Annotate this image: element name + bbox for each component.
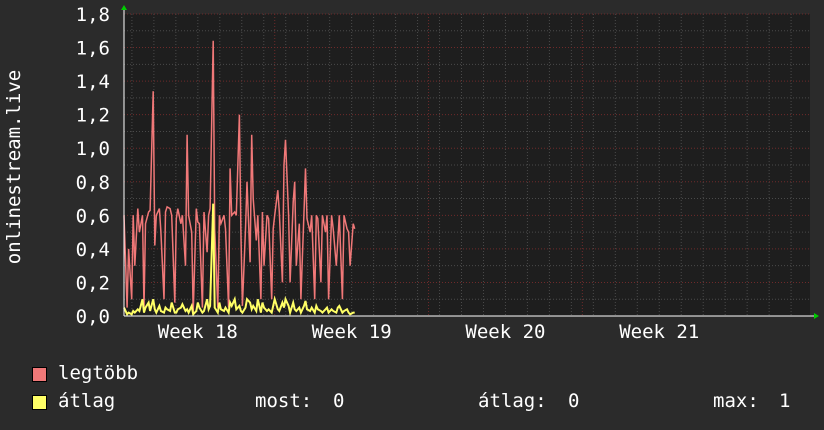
y-tick-label: 1,4 <box>76 71 110 93</box>
series-line-avg <box>123 203 355 317</box>
chart-svg: 0,0 0,2 0,4 0,6 0,8 1,0 1,2 1,4 1,6 1,8 Week 18 Wee… <box>3 4 819 343</box>
y-axis-title: onlinestream.live <box>3 70 25 264</box>
legend-swatch-max <box>32 367 47 382</box>
stat-max-label: max: <box>713 390 759 412</box>
legend-row-avg: átlag most: 0 átlag: 0 max: 1 <box>0 390 824 414</box>
legend-label-max: legtöbb <box>58 362 139 384</box>
stat-most-label: most: <box>255 390 313 412</box>
y-tick-label: 0,0 <box>76 306 110 328</box>
y-axis-arrow <box>121 5 127 10</box>
stat-atlag-label: átlag: <box>478 390 547 412</box>
y-tick-label: 0,6 <box>76 205 110 227</box>
x-tick-label: Week 20 <box>465 321 545 343</box>
legend-row-max: legtöbb <box>0 362 824 386</box>
y-tick-label: 0,2 <box>76 272 110 294</box>
series-line-max <box>123 40 356 313</box>
legend-swatch-avg <box>32 395 47 410</box>
y-tick-label: 1,0 <box>76 138 110 160</box>
legend-label-avg: átlag <box>58 390 116 412</box>
stat-atlag-value: 0 <box>568 390 580 412</box>
y-tick-label: 0,4 <box>76 239 110 261</box>
x-tick-label: Week 21 <box>619 321 699 343</box>
y-tick-label: 1,2 <box>76 105 110 127</box>
y-tick-label: 1,8 <box>76 4 110 26</box>
stat-max-value: 1 <box>779 390 791 412</box>
y-tick-label: 1,6 <box>76 38 110 60</box>
y-tick-label: 0,8 <box>76 172 110 194</box>
x-tick-label: Week 18 <box>158 321 238 343</box>
x-tick-label: Week 19 <box>312 321 392 343</box>
stat-most-value: 0 <box>333 390 345 412</box>
x-axis-arrow <box>814 313 819 319</box>
